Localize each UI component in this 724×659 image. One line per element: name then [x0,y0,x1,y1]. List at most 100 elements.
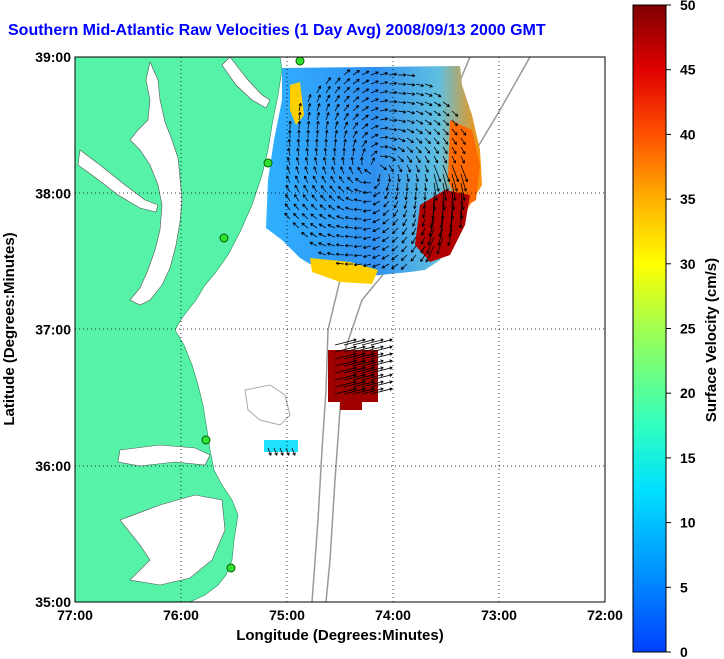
velocity-arrow [361,359,384,367]
velocity-arrow [424,173,429,183]
velocity-arrow [384,191,390,200]
velocity-arrow [353,207,363,212]
velocity-arrow [353,235,363,240]
velocity-arrow [322,166,327,175]
velocity-arrow [379,145,389,149]
station-marker [201,435,211,445]
velocity-arrow [401,236,408,244]
velocity-arrow [381,245,390,251]
velocity-arrow [362,227,372,231]
velocity-arrow [316,112,321,121]
velocity-arrow [364,169,372,175]
velocity-arrow [334,380,357,388]
station-marker [226,563,236,573]
velocity-arrow [343,69,351,76]
velocity-arrow [343,373,366,381]
velocity-arrow [318,223,327,229]
velocity-arrow [325,112,330,121]
potomac-river [77,149,159,213]
velocity-arrow [293,203,300,211]
velocity-arrow [344,262,354,266]
velocity-arrow [336,215,345,220]
x-tick-label: 76:00 [163,607,199,623]
velocity-arrow [370,150,378,157]
velocity-arrow [388,109,398,113]
velocity-arrow [415,110,424,115]
velocity-arrow [310,213,318,220]
y-tick-label: 39:00 [35,49,71,65]
velocity-arrow [460,137,466,146]
velocity-arrow [397,137,406,142]
velocity-arrow [392,218,399,226]
velocity-arrow [343,78,351,85]
velocity-arrow [424,110,433,116]
velocity-arrow [287,147,291,157]
velocity-arrow [424,146,431,154]
velocity-arrow [423,182,428,192]
x-tick-label: 72:00 [587,607,623,623]
velocity-arrow [301,213,309,220]
velocity-arrow [328,195,336,202]
velocity-arrow [442,119,450,126]
velocity-arrow [361,97,370,103]
velocity-arrow [442,146,448,155]
velocity-arrow [334,373,357,381]
velocity-arrow [316,120,320,130]
velocity-arrow [397,146,405,152]
velocity-arrow [302,203,309,211]
velocity-arrow [370,80,379,85]
velocity-arrow [379,99,389,103]
velocity-arrow [353,253,363,258]
velocity-arrow [343,366,366,374]
velocity-arrow [361,106,369,112]
velocity-arrow [379,164,387,170]
velocity-arrow [370,89,379,94]
colorbar-tick-label: 15 [680,450,696,466]
velocity-arrow [406,173,410,183]
velocity-arrow [305,147,309,157]
velocity-arrow [298,102,302,112]
velocity-arrow [319,204,327,211]
velocity-arrow [360,156,364,166]
albemarle-sound [117,444,211,467]
velocity-arrow [294,184,300,193]
velocity-arrow [442,128,449,136]
velocity-arrow [372,263,381,268]
velocity-arrow [447,227,453,246]
velocity-arrow [362,245,372,249]
velocity-arrow [361,366,384,374]
velocity-arrow [379,81,389,85]
velocity-arrow [294,194,300,202]
velocity-arrow [370,366,393,374]
velocity-arrow [302,194,309,202]
velocity-arrow [370,338,393,346]
velocity-arrow [315,138,319,148]
velocity-arrow [397,91,407,96]
velocity-arrow [310,203,318,211]
colorbar-tick-label: 35 [680,191,696,207]
velocity-arrow [415,146,422,154]
velocity-arrow [334,366,357,374]
velocity-arrow [423,191,427,201]
velocity-arrow [451,164,460,183]
velocity-arrow [370,116,379,121]
velocity-arrow [304,156,309,166]
velocity-arrow [343,387,366,395]
velocity-arrow [334,359,357,367]
velocity-arrow [352,366,375,374]
velocity-arrow [332,156,336,166]
velocity-arrow [391,245,399,252]
velocity-arrow [383,200,390,208]
velocity-arrow [397,100,407,105]
velocity-arrow [361,380,384,388]
velocity-arrow [336,224,345,229]
velocity-arrow [295,166,300,175]
velocity-arrow [397,119,407,123]
velocity-arrow [352,139,357,148]
velocity-arrow [343,338,366,346]
y-tick-label: 36:00 [35,458,71,474]
velocity-arrow [415,164,420,173]
velocity-arrow [306,120,311,130]
velocity-arrow [406,83,416,87]
velocity-arrow [357,166,363,175]
